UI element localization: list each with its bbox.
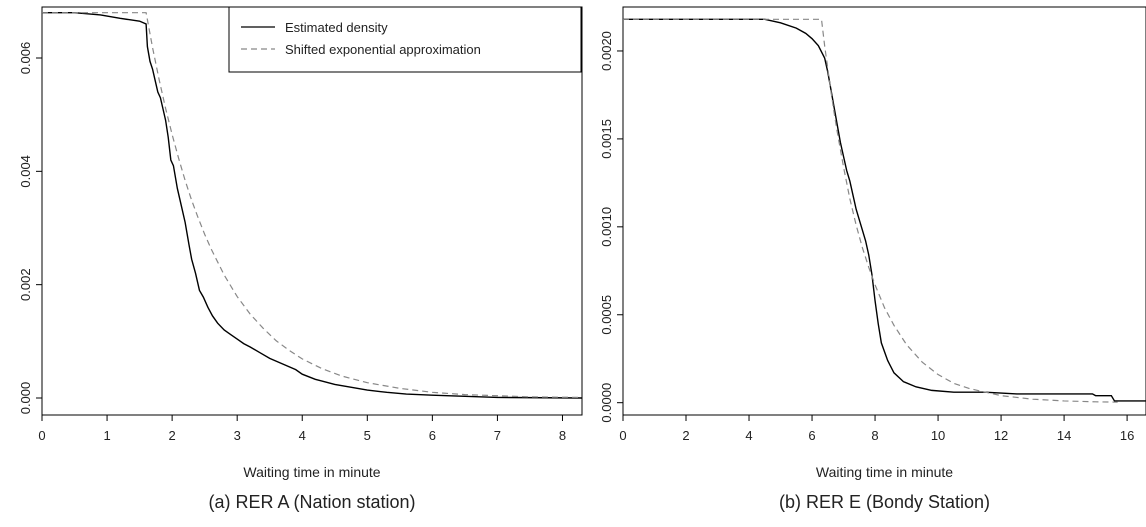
panel-1-x-tick-label: 12 [994, 428, 1008, 443]
panel-1-x-tick-label: 4 [745, 428, 752, 443]
panel-0-group: 0 1 2 3 4 5 6 7 8 0.000 0.002 0.004 0.006 Waiting tim… [18, 6, 583, 512]
panel-1-x-tick-label: 2 [682, 428, 689, 443]
panel-0-legend-label: Shifted exponential approximation [285, 42, 481, 57]
panel-0-legend-box [228, 6, 582, 73]
panel-0-x-tick-label: 1 [103, 428, 110, 443]
panel-0-x-tick-label: 3 [234, 428, 241, 443]
panel-1-y-tick-label: 0.0015 [599, 119, 614, 159]
panel-0-legend-label: Estimated density [285, 20, 388, 35]
panel-0-series-estimated-density-line [42, 11, 582, 399]
panel-0-y-tick-label: 0.000 [18, 382, 33, 415]
panel-0-y-tick-label: 0.002 [18, 268, 33, 301]
panel-1-plot-frame [622, 6, 1146, 416]
panel-1-x-tick-label: 6 [808, 428, 815, 443]
panel-1-x-tick-label: 0 [619, 428, 626, 443]
panel-1-group: 0 2 4 6 8 10 12 14 16 0.0000 0.0005 0.0010 0.0015 0.0… [599, 6, 1146, 512]
panel-1-series-estimated-density-line [623, 18, 1146, 402]
panel-0-x-tick-label: 2 [169, 428, 176, 443]
panel-1-y-tick-label: 0.0000 [599, 383, 614, 423]
panel-1-x-tick-label: 14 [1057, 428, 1071, 443]
panel-1-y-tick-label: 0.0005 [599, 295, 614, 335]
panel-0-y-tick-label: 0.004 [18, 155, 33, 188]
panel-1-x-tick-label: 16 [1120, 428, 1134, 443]
panel-1-y-tick-label: 0.0020 [599, 31, 614, 71]
panel-0-caption: (a) RER A (Nation station) [208, 492, 415, 512]
panel-0-x-tick-label: 5 [364, 428, 371, 443]
panel-0-y-tick-label: 0.006 [18, 42, 33, 75]
panel-1-x-tick-label: 10 [931, 428, 945, 443]
panel-0-x-axis-title: Waiting time in minute [243, 464, 380, 480]
panel-1-series-shifted-exponential-line [623, 18, 1118, 403]
panel-0-legend: Estimated density Shifted exponential app… [228, 6, 582, 73]
panel-0-x-tick-label: 7 [494, 428, 501, 443]
panel-0-x-tick-label: 0 [38, 428, 45, 443]
panel-1-x-tick-label: 8 [871, 428, 878, 443]
panel-0-x-tick-label: 4 [299, 428, 306, 443]
panel-1-y-tick-label: 0.0010 [599, 207, 614, 247]
panel-1-x-axis-title: Waiting time in minute [816, 464, 953, 480]
panel-0-x-tick-label: 6 [429, 428, 436, 443]
panel-0-x-tick-label: 8 [559, 428, 566, 443]
panel-0-series-shifted-exponential-line [42, 12, 582, 399]
panel-1-caption: (b) RER E (Bondy Station) [779, 492, 990, 512]
